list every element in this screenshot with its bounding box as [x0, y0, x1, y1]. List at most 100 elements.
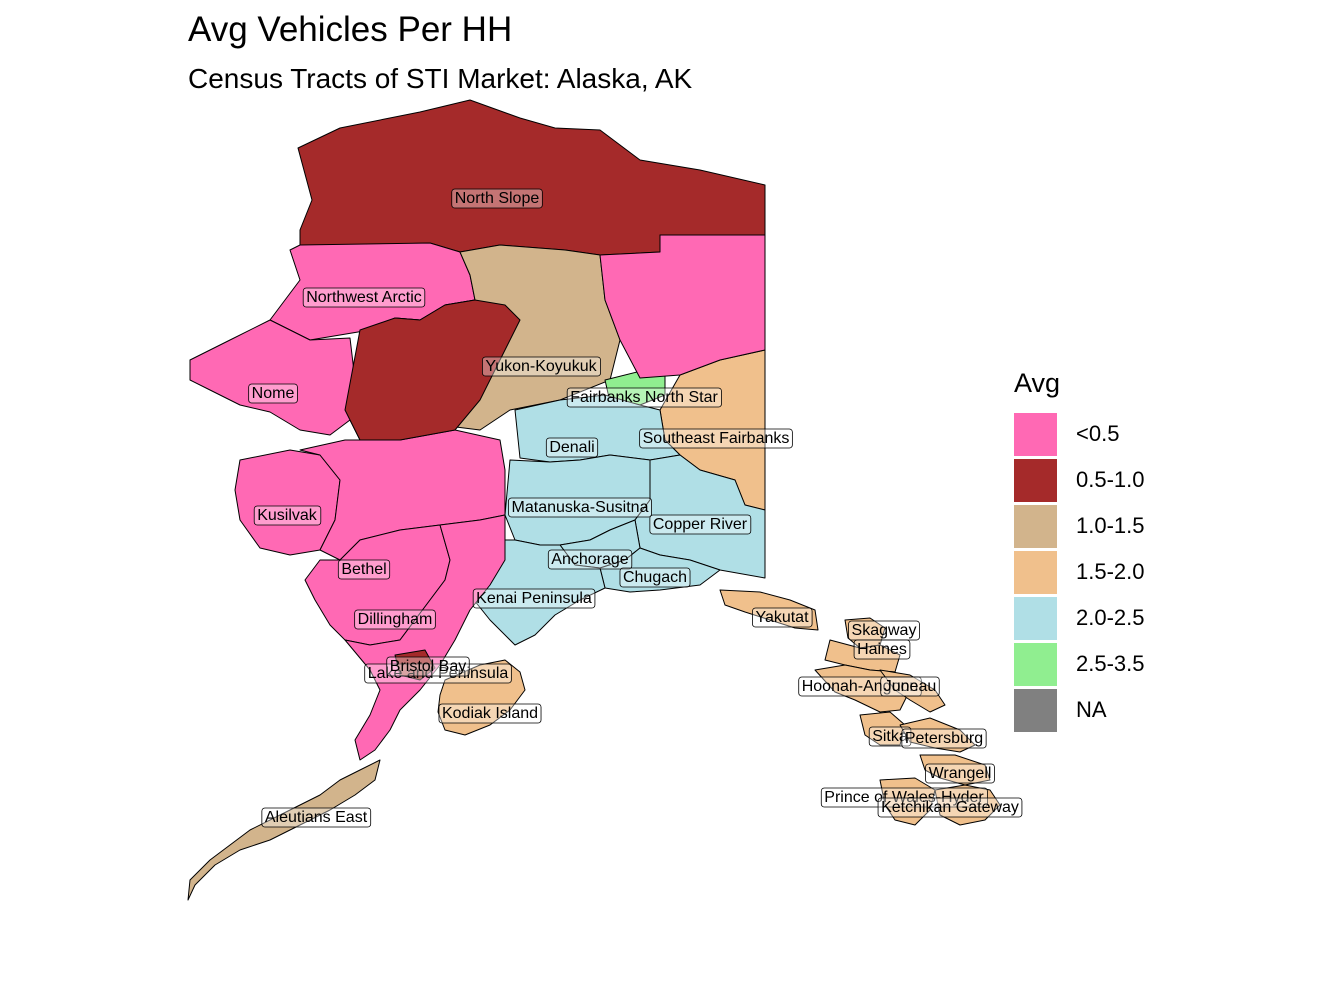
region-wrangell — [919, 754, 991, 786]
region-label-juneau: Juneau — [880, 676, 940, 697]
legend-label: 2.5-3.5 — [1076, 651, 1145, 676]
region-juneau — [879, 669, 946, 713]
svg-text:Bristol Bay: Bristol Bay — [390, 658, 466, 675]
region-kodiak-island — [437, 659, 526, 736]
region-label-hoonah-angoon: Hoonah-Angoon — [798, 676, 922, 697]
region-label-yukon-koyukuk: Yukon-Koyukuk — [482, 356, 601, 377]
svg-text:Aleutians East: Aleutians East — [265, 809, 368, 826]
legend-label: 2.0-2.5 — [1076, 605, 1145, 630]
region-lake-and-peninsula — [344, 514, 506, 761]
svg-text:Kusilvak: Kusilvak — [257, 507, 318, 524]
region-bristol-bay — [394, 649, 436, 681]
svg-text:North Slope: North Slope — [455, 190, 540, 207]
svg-text:Fairbanks North Star: Fairbanks North Star — [570, 389, 718, 406]
region-kusilvak — [234, 449, 341, 556]
svg-text:Yakutat: Yakutat — [755, 609, 809, 626]
region-label-fairbanks-north-star: Fairbanks North Star — [566, 387, 722, 408]
legend-label: NA — [1076, 697, 1107, 722]
svg-text:Nome: Nome — [252, 385, 295, 402]
svg-text:Haines: Haines — [857, 641, 907, 658]
svg-text:Juneau: Juneau — [884, 678, 937, 695]
region-label-petersburg: Petersburg — [901, 728, 987, 749]
legend-item-10-15: 1.0-1.5 — [1014, 503, 1145, 549]
region-sitka — [859, 711, 906, 746]
svg-text:Copper River: Copper River — [653, 516, 748, 533]
svg-text:Southeast Fairbanks: Southeast Fairbanks — [643, 430, 790, 447]
region-yukon-koyukuk-brown — [344, 299, 521, 441]
legend: Avg <0.5 0.5-1.0 1.0-1.5 1.5-2.0 2.0-2.5… — [1014, 368, 1145, 733]
legend-swatch — [1014, 688, 1057, 732]
region-label-nome: Nome — [248, 383, 298, 404]
region-label-kusilvak: Kusilvak — [253, 505, 322, 526]
region-label-haines: Haines — [853, 639, 911, 660]
region-aleutians-east — [187, 759, 381, 901]
region-label-prince-of-wales-hyder: Prince of Wales-Hyder — [820, 787, 988, 808]
svg-text:Bethel: Bethel — [341, 561, 386, 578]
region-label-sitka: Sitka — [868, 726, 912, 747]
svg-text:Hoonah-Angoon: Hoonah-Angoon — [802, 678, 919, 695]
legend-item-lt05: <0.5 — [1014, 411, 1145, 457]
legend-label: 1.5-2.0 — [1076, 559, 1145, 584]
svg-text:Kodiak Island: Kodiak Island — [442, 705, 538, 722]
svg-text:Dillingham: Dillingham — [358, 611, 433, 628]
svg-text:Petersburg: Petersburg — [905, 730, 983, 747]
svg-text:Anchorage: Anchorage — [551, 551, 628, 568]
svg-text:Ketchikan Gateway: Ketchikan Gateway — [881, 799, 1019, 816]
region-label-matanuska-susitna: Matanuska-Susitna — [508, 497, 652, 518]
map-title: Avg Vehicles Per HH — [188, 10, 513, 49]
legend-swatch — [1014, 596, 1057, 640]
legend-item-25-35: 2.5-3.5 — [1014, 641, 1145, 687]
region-label-bethel: Bethel — [337, 559, 391, 580]
svg-text:Kenai Peninsula: Kenai Peninsula — [476, 590, 592, 607]
region-yukon-koyukuk-east — [599, 234, 766, 379]
svg-text:Sitka: Sitka — [872, 728, 908, 745]
legend-item-05-10: 0.5-1.0 — [1014, 457, 1145, 503]
legend-title: Avg — [1014, 368, 1061, 398]
legend-swatch — [1014, 550, 1057, 594]
region-label-lake-and-peninsula: Lake and Peninsula — [364, 663, 512, 684]
region-north-slope — [297, 99, 766, 256]
legend-swatch — [1014, 642, 1057, 686]
svg-text:Matanuska-Susitna: Matanuska-Susitna — [512, 499, 649, 516]
region-label-wrangell: Wrangell — [925, 763, 995, 784]
legend-swatch — [1014, 412, 1057, 456]
svg-text:Skagway: Skagway — [852, 622, 917, 639]
legend-label: 0.5-1.0 — [1076, 467, 1145, 492]
svg-text:Chugach: Chugach — [623, 569, 687, 586]
region-yakutat — [719, 589, 819, 631]
region-nome — [189, 319, 356, 436]
svg-text:Yukon-Koyukuk: Yukon-Koyukuk — [485, 358, 597, 375]
region-label-north-slope: North Slope — [451, 188, 543, 209]
legend-label: <0.5 — [1076, 421, 1120, 446]
region-label-southeast-fairbanks: Southeast Fairbanks — [639, 428, 793, 449]
region-label-denali: Denali — [545, 437, 599, 458]
region-petersburg — [899, 717, 976, 753]
region-label-anchorage: Anchorage — [547, 549, 633, 570]
region-label-chugach: Chugach — [619, 567, 691, 588]
svg-text:Prince of Wales-Hyder: Prince of Wales-Hyder — [824, 789, 984, 806]
region-prince-of-wales-hyder — [879, 777, 936, 826]
region-shapes — [187, 99, 1001, 901]
legend-item-na: NA — [1014, 687, 1145, 733]
legend-swatch — [1014, 504, 1057, 548]
region-label-ketchikan-gateway: Ketchikan Gateway — [877, 797, 1023, 818]
svg-text:Lake and Peninsula: Lake and Peninsula — [368, 665, 509, 682]
region-label-yakutat: Yakutat — [752, 607, 813, 628]
region-label-copper-river: Copper River — [649, 514, 752, 535]
svg-text:Denali: Denali — [549, 439, 594, 456]
legend-swatch — [1014, 458, 1057, 502]
region-label-kodiak-island: Kodiak Island — [438, 703, 542, 724]
legend-item-15-20: 1.5-2.0 — [1014, 549, 1145, 595]
region-label-kenai-peninsula: Kenai Peninsula — [472, 588, 596, 609]
map-subtitle: Census Tracts of STI Market: Alaska, AK — [188, 63, 693, 94]
region-label-aleutians-east: Aleutians East — [261, 807, 372, 828]
region-label-northwest-arctic: Northwest Arctic — [302, 287, 426, 308]
legend-item-20-25: 2.0-2.5 — [1014, 595, 1145, 641]
region-labels: North Slope Northwest Arctic Yukon-Koyukuk… — [248, 188, 1023, 828]
region-label-bristol-bay: Bristol Bay — [386, 656, 470, 677]
svg-text:Northwest Arctic: Northwest Arctic — [306, 289, 422, 306]
svg-text:Wrangell: Wrangell — [929, 765, 992, 782]
region-label-dillingham: Dillingham — [354, 609, 436, 630]
region-label-skagway: Skagway — [848, 620, 920, 641]
